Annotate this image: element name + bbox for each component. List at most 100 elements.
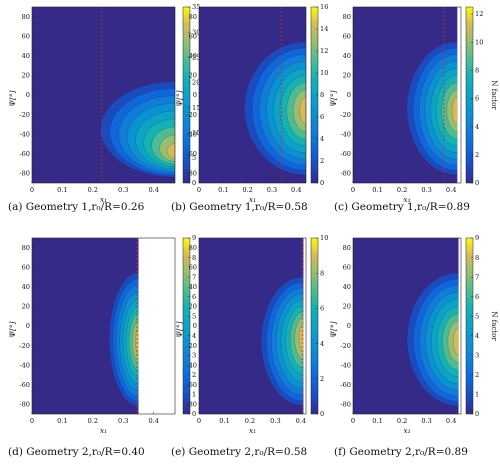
y-tick-label: 40 [189,52,197,60]
y-axis-label: Ψ[°] [329,321,338,337]
colorbar-label: N factor [490,311,498,341]
subfigure-caption: (b) Geometry 1,r₀/R=0.58 [171,201,308,213]
x-tick-label: 0.3 [270,417,281,425]
x-tick-label: 0.4 [148,417,159,425]
y-tick-label: 0 [193,91,197,99]
colorbar-tick-label: 35 [192,3,200,11]
subfigure-caption: (f) Geometry 2,r₀/R=0.89 [334,446,468,458]
y-tick-label: -80 [340,169,351,177]
y-tick-label: 20 [189,303,197,311]
y-tick-label: -20 [340,342,351,350]
colorbar-tick-label: 4 [320,135,324,143]
y-tick-label: 0 [347,91,351,99]
y-tick-label: 20 [22,303,30,311]
colorbar-tick-label: 8 [320,91,324,99]
colorbar-tick-label: 6 [320,305,324,313]
colorbar-tick-label: 14 [320,25,328,33]
x-tick-label: 0.1 [57,417,68,425]
x-axis-label: x₁ [100,195,107,204]
colorbar-tick-label: 0 [320,179,324,187]
x-tick-label: 0.2 [88,417,99,425]
x-tick-label: 0.1 [219,417,230,425]
y-tick-label: 40 [22,52,30,60]
x-tick-label: 0.1 [57,186,68,194]
x-tick-label: 0.4 [446,186,457,194]
y-axis-label: Ψ[°] [8,90,17,106]
x-tick-label: 0.2 [242,186,253,194]
x-tick-label: 0 [197,186,201,194]
x-tick-label: 0 [197,417,201,425]
contour-level-9 [451,97,458,124]
y-tick-label: 40 [189,283,197,291]
y-tick-label: 80 [22,244,30,252]
contour-level-9 [167,143,175,159]
subplot-1: 0 0.1 0.2 0.3 0.4 80 60 40 20 0 -20 -40 -60 -80 x₁ Ψ[°]… [8,3,200,213]
y-tick-label: 60 [343,33,351,41]
x-tick-label: 0.3 [421,186,432,194]
colorbar-tick-label: 5 [475,312,479,320]
empty-region [303,238,306,414]
y-tick-label: -40 [19,130,30,138]
colorbar-tick-label: 0 [192,179,196,187]
colorbar-tick-label: 4 [192,332,196,340]
y-tick-label: -60 [19,150,30,158]
colorbar-tick-label: 6 [475,293,479,301]
empty-region [138,238,175,414]
colorbar-tick-label: 4 [475,332,479,340]
y-tick-label: 80 [189,13,197,21]
y-tick-label: 80 [22,13,30,21]
colorbar-tick-label: 9 [475,234,479,242]
y-axis-label: Ψ[°] [175,321,184,337]
y-tick-label: -40 [186,130,197,138]
x-tick-label: 0.2 [397,186,408,194]
colorbar-tick-label: 8 [475,254,479,262]
subplot-4: 0 0.1 0.2 0.3 0.4806040200-20-40-60-80x₁Ψ[°]… [8,234,196,458]
colorbar-tick-label: 0 [320,410,324,418]
y-tick-label: 60 [22,264,30,272]
colorbar-tick-label: 12 [320,47,328,55]
colorbar-tick-label: 8 [192,254,196,262]
colorbar-tick-label: 10 [320,234,328,242]
y-tick-label: 80 [343,244,351,252]
x-tick-label: 0 [351,186,355,194]
colorbar-tick-label: 0 [475,410,479,418]
y-tick-label: 60 [189,33,197,41]
contour-level-9 [299,97,306,124]
y-tick-label: 20 [22,72,30,80]
colorbar [310,237,319,415]
subplot-6: 0 0.1 0.2 0.3 0.4806040200-20-40-60-80x₁Ψ[°]… [329,234,498,458]
colorbar-tick-label: 3 [475,352,479,360]
y-tick-label: -60 [19,381,30,389]
colorbar-tick-label: 1 [192,391,196,399]
colorbar-tick-label: 8 [475,67,479,75]
y-tick-label: -60 [186,381,197,389]
colorbar-tick-label: 12 [475,10,483,18]
y-tick-label: -40 [186,361,197,369]
x-tick-label: 0.4 [446,417,457,425]
x-tick-label: 0.3 [421,417,432,425]
y-tick-label: 0 [347,322,351,330]
colorbar [182,237,191,415]
subfigure-caption: (c) Geometry 1,r₀/R=0.89 [334,201,470,213]
y-tick-label: -80 [186,169,197,177]
colorbar-tick-label: 1 [475,391,479,399]
y-axis-label: Ψ[°] [329,90,338,106]
colorbar-tick-label: 6 [192,293,196,301]
x-tick-label: 0.1 [218,186,229,194]
colorbar-tick-label: 7 [475,273,479,281]
colorbar-label: N factor [490,80,498,110]
colorbar-tick-label: 25 [192,53,200,61]
x-tick-label: 0.4 [296,417,307,425]
y-tick-label: 80 [343,13,351,21]
subplot-5: 0 0.1 0.2 0.3 0.4806040200-20-40-60-80x₁Ψ[°]… [171,234,328,458]
empty-region [458,238,461,414]
y-tick-label: 60 [189,264,197,272]
x-tick-label: 0.4 [148,186,159,194]
x-tick-label: 0 [30,417,34,425]
y-tick-label: -20 [340,111,351,119]
colorbar-tick-label: 30 [192,28,200,36]
colorbar-tick-label: 6 [320,113,324,121]
colorbar-tick-label: 9 [192,234,196,242]
x-tick-label: 0.2 [88,186,99,194]
